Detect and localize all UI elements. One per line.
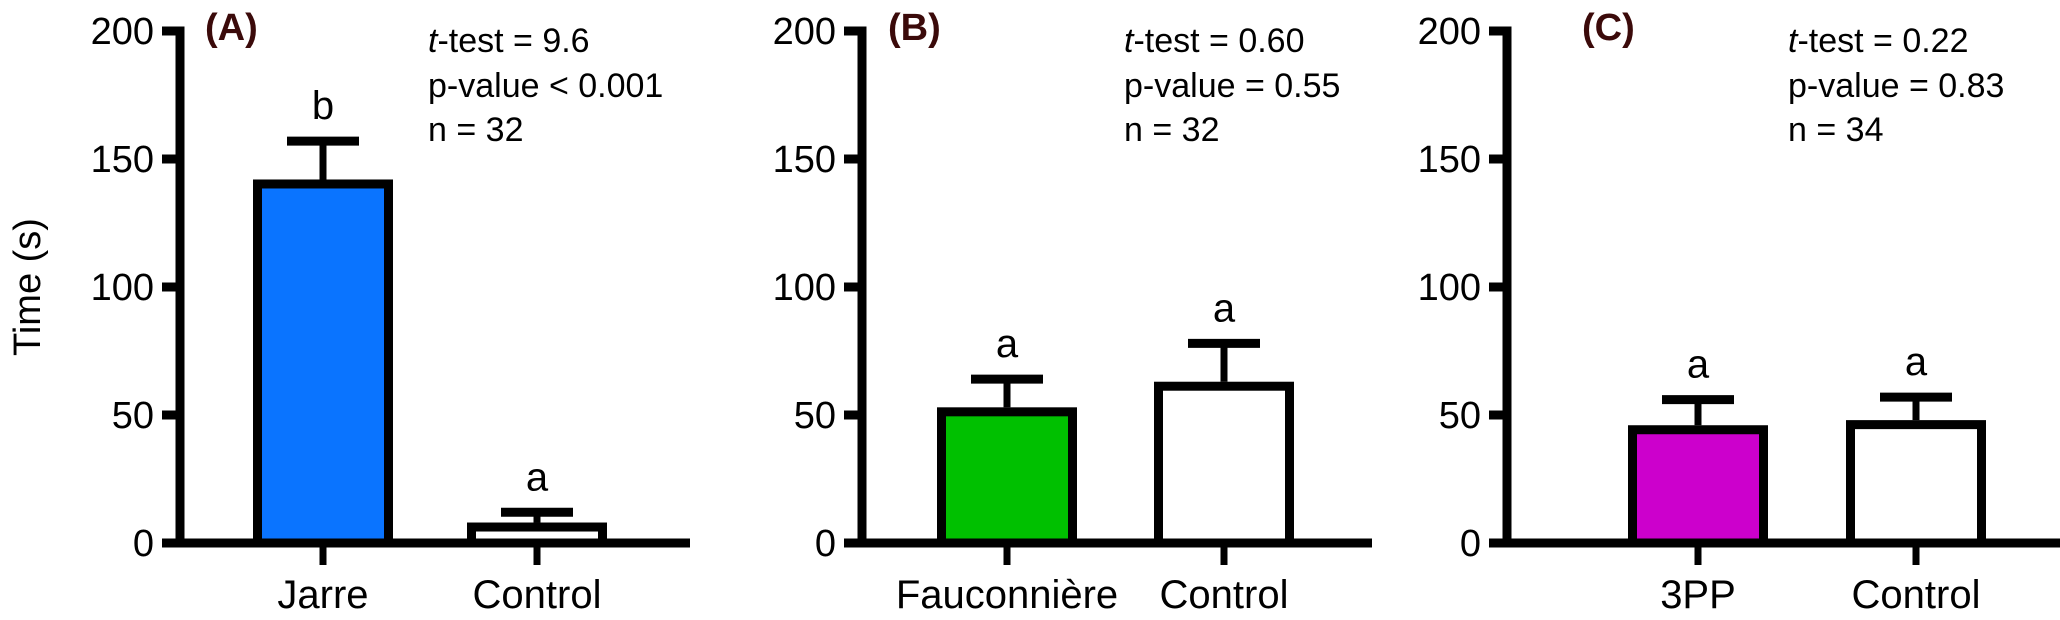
y-tick-label: 50 xyxy=(112,395,154,437)
y-tick-label: 100 xyxy=(773,267,836,309)
bar-control: a Control xyxy=(1154,286,1294,617)
significance-letter: a xyxy=(1213,286,1236,330)
y-tick-label: 200 xyxy=(773,11,836,53)
bar-control: a Control xyxy=(467,455,607,617)
stats-ttest: t-test = 9.6 xyxy=(428,22,590,60)
panel-label: (C) xyxy=(1582,7,1635,49)
y-tick-label: 0 xyxy=(133,523,154,565)
y-tick-label: 150 xyxy=(91,139,154,181)
stats-pvalue: p-value < 0.001 xyxy=(428,67,663,105)
significance-letter: a xyxy=(526,455,549,499)
stats-ttest: t-test = 0.22 xyxy=(1788,22,1969,60)
bar-rect xyxy=(1628,425,1768,548)
category-label: Control xyxy=(1160,573,1289,617)
bar-rect xyxy=(253,179,393,548)
category-label: Control xyxy=(473,573,602,617)
significance-letter: b xyxy=(312,84,334,128)
significance-letter: a xyxy=(996,322,1019,366)
bar-rect xyxy=(1846,420,1986,548)
y-tick-label: 150 xyxy=(1418,139,1481,181)
stats-n: n = 32 xyxy=(1124,111,1219,149)
significance-letter: a xyxy=(1905,340,1928,384)
bar-control: a Control xyxy=(1846,340,1986,617)
chart-panel-c: 0 50 100 150 200 a 3PP a Control (C) t-test = 0.22… xyxy=(1418,7,2060,617)
bar-fauconni-re: a Fauconnière xyxy=(896,322,1118,617)
bar-rect xyxy=(937,407,1077,548)
y-tick-label: 50 xyxy=(794,395,836,437)
category-label: Jarre xyxy=(277,573,368,617)
chart-panel-b: 0 50 100 150 200 a Fauconnière a Control (B) t-tes… xyxy=(773,7,1372,617)
stats-pvalue: p-value = 0.55 xyxy=(1124,67,1340,105)
stats-pvalue: p-value = 0.83 xyxy=(1788,67,2004,105)
bar-3pp: a 3PP xyxy=(1628,343,1768,617)
bar-rect xyxy=(467,522,607,548)
category-label: Control xyxy=(1852,573,1981,617)
category-label: 3PP xyxy=(1660,573,1736,617)
panel-label: (B) xyxy=(888,7,941,49)
y-tick-label: 0 xyxy=(1460,523,1481,565)
y-tick-label: 100 xyxy=(91,267,154,309)
stats-n: n = 34 xyxy=(1788,111,1883,149)
y-tick-label: 150 xyxy=(773,139,836,181)
bar-jarre: b Jarre xyxy=(253,84,393,617)
stats-n: n = 32 xyxy=(428,111,523,149)
y-tick-label: 200 xyxy=(91,11,154,53)
y-axis-title: Time (s) xyxy=(7,218,49,356)
stats-ttest: t-test = 0.60 xyxy=(1124,22,1305,60)
y-tick-label: 200 xyxy=(1418,11,1481,53)
y-tick-label: 50 xyxy=(1439,395,1481,437)
significance-letter: a xyxy=(1687,343,1710,387)
category-label: Fauconnière xyxy=(896,573,1118,617)
panel-label: (A) xyxy=(205,7,258,49)
y-tick-label: 100 xyxy=(1418,267,1481,309)
y-tick-label: 0 xyxy=(815,523,836,565)
chart-panel-a: 0 50 100 150 200 b Jarre a Control (A) t-test = 9.… xyxy=(7,7,690,617)
bar-rect xyxy=(1154,381,1294,548)
